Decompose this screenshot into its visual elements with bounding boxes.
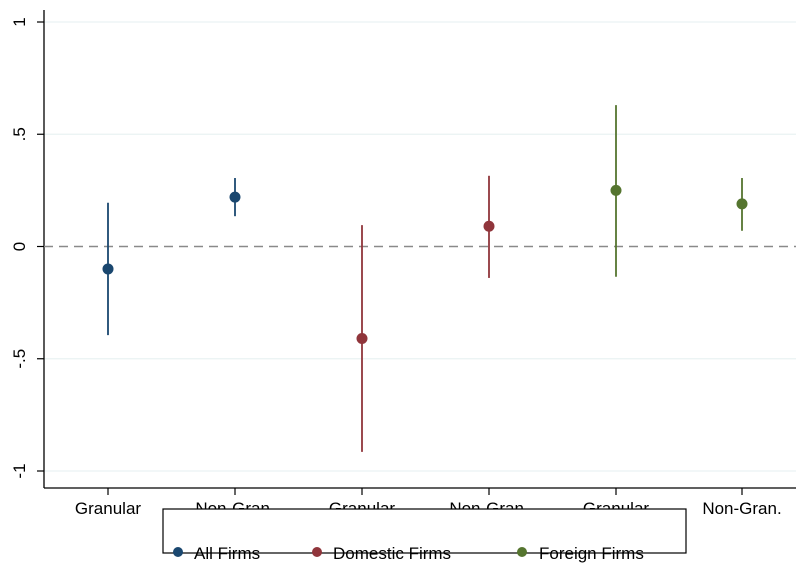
legend-label-all-firms: All Firms [194, 544, 260, 563]
y-ticks: 1 .5 0 -.5 -1 [10, 17, 44, 479]
legend-marker-all-firms [173, 547, 183, 557]
point-estimate-domestic-firms [483, 220, 495, 232]
legend-marker-foreign-firms [517, 547, 527, 557]
axes [43, 10, 796, 489]
point-estimate-foreign-firms [736, 198, 748, 210]
point-estimate-foreign-firms [610, 184, 622, 196]
point-estimate-all-firms [102, 263, 114, 275]
gridlines [44, 21, 796, 472]
y-tick-label: 1 [10, 17, 29, 26]
legend: All Firms Domestic Firms Foreign Firms [162, 508, 687, 563]
y-tick-label: .5 [10, 127, 29, 141]
point-estimate-all-firms [229, 191, 241, 203]
legend-label-foreign-firms: Foreign Firms [539, 544, 644, 563]
legend-box [162, 508, 687, 554]
x-tick-label: Non-Gran. [702, 499, 781, 518]
legend-marker-domestic-firms [312, 547, 322, 557]
legend-label-domestic-firms: Domestic Firms [333, 544, 451, 563]
data-marks [102, 105, 748, 452]
point-estimate-domestic-firms [356, 333, 368, 345]
y-tick-label: -.5 [10, 349, 29, 369]
y-tick-label: -1 [10, 463, 29, 478]
y-tick-label: 0 [10, 242, 29, 251]
x-tick-label: Granular [75, 499, 141, 518]
